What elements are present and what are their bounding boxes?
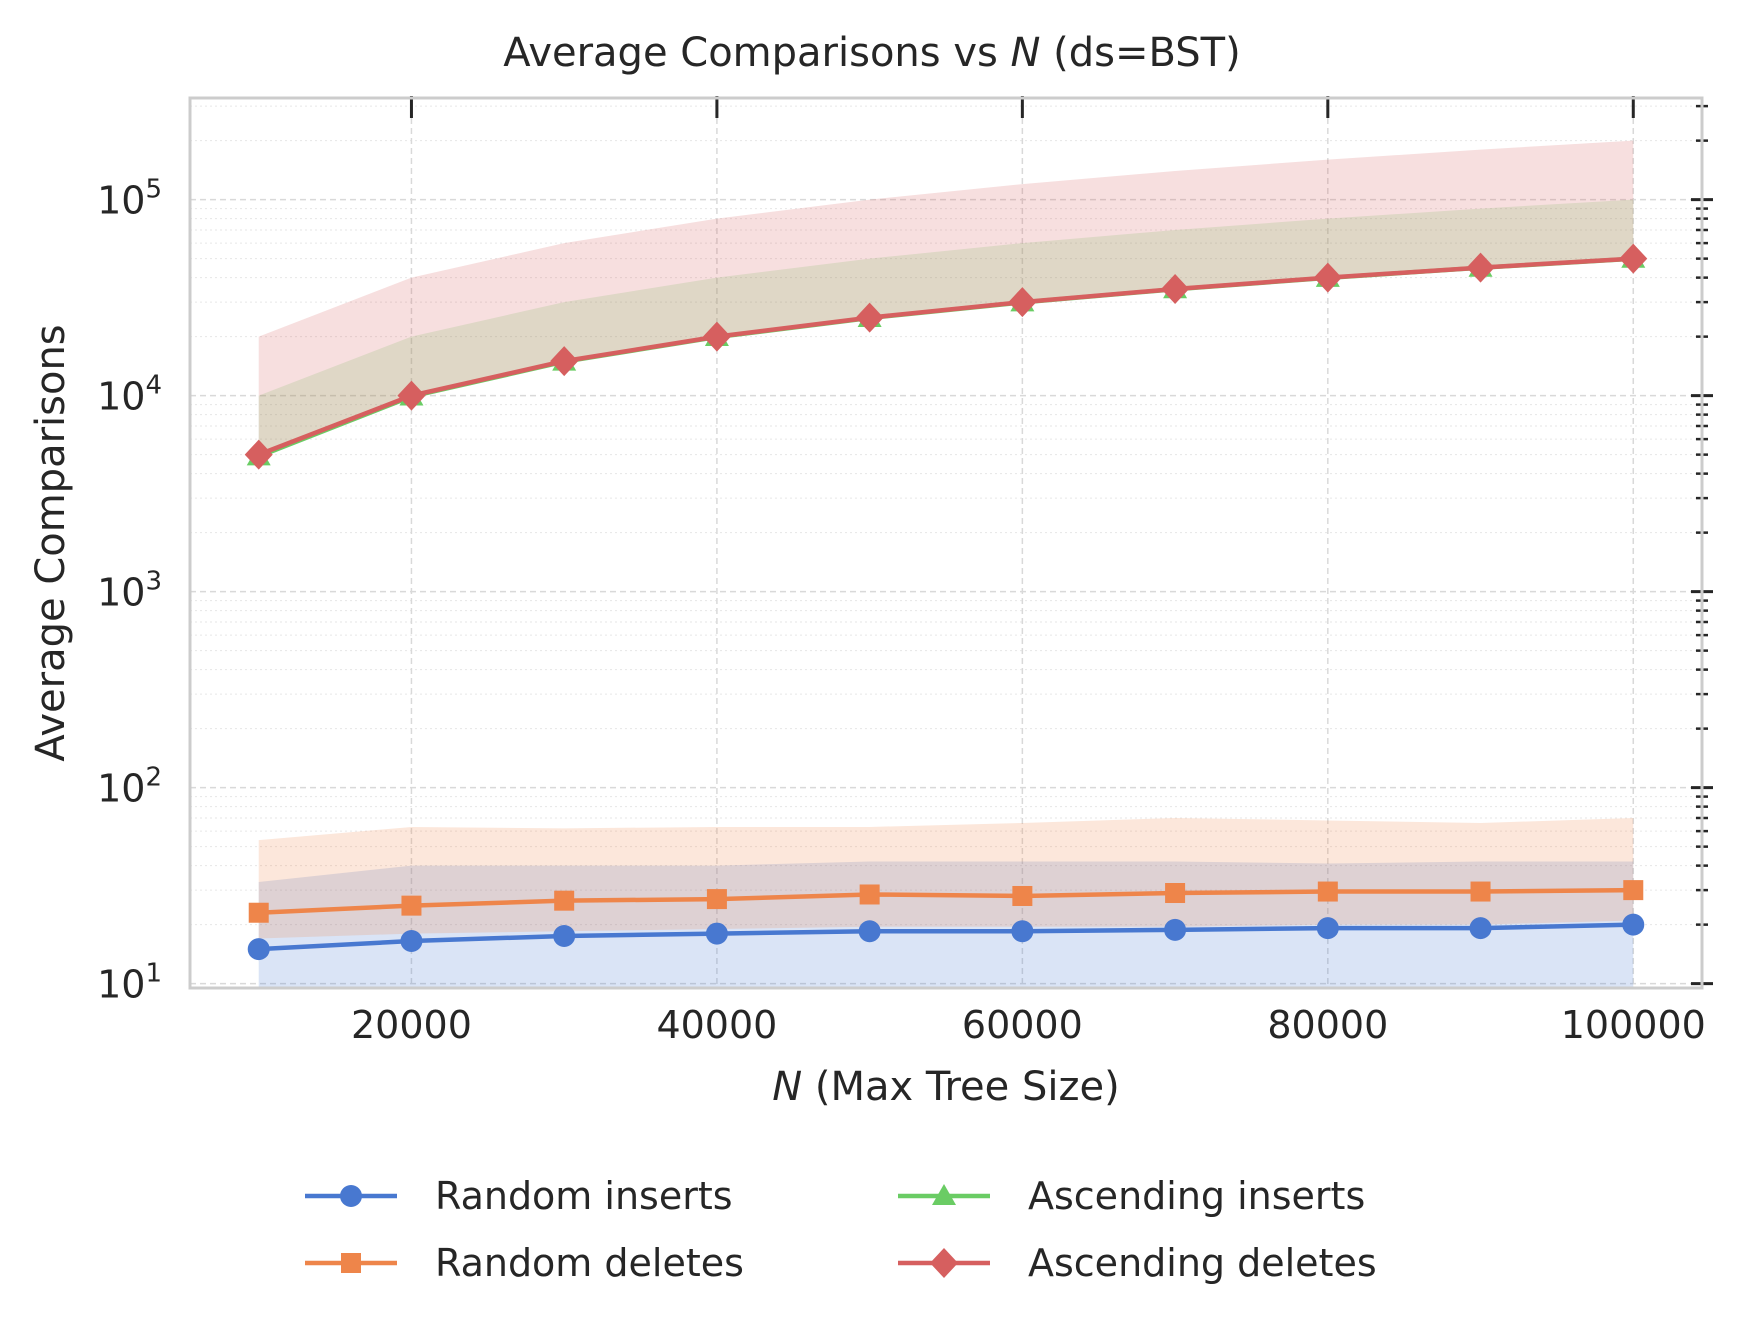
point-random-deletes (1165, 883, 1186, 904)
legend-label-random-inserts: Random inserts (435, 1174, 733, 1218)
plot-area (188, 96, 1713, 990)
series-markers (244, 243, 1648, 961)
line-ascending-deletes (257, 256, 1634, 457)
band-random-deletes (258, 817, 1634, 939)
plot-frame (188, 96, 1704, 990)
point-random-inserts (1011, 920, 1034, 943)
point-random-deletes (706, 889, 727, 910)
point-ascending-deletes (1161, 273, 1190, 304)
line-random-deletes (258, 887, 1634, 915)
x-tick-labels: 20000 40000 60000 80000 100000 (351, 1003, 1706, 1047)
point-random-deletes (1470, 881, 1491, 902)
x-axis-label: N (Max Tree Size) (772, 1064, 1119, 1110)
point-random-deletes (401, 895, 422, 916)
y-tick-label: 102 (97, 763, 162, 811)
point-random-inserts (553, 924, 576, 947)
chart-title: Average Comparisons vs N (ds=BST) (503, 30, 1240, 76)
point-random-deletes (1317, 881, 1338, 902)
legend-marker-ascending-deletes (930, 1248, 958, 1278)
y-tick-labels: 101 102 103 104 105 (97, 175, 162, 1007)
y-tick-label: 104 (97, 371, 162, 419)
y-tick-label: 103 (97, 567, 162, 615)
y-tick-label: 105 (97, 175, 162, 223)
point-random-inserts (1164, 918, 1187, 941)
point-random-deletes (1012, 885, 1033, 906)
line-random-inserts (258, 922, 1634, 952)
point-random-inserts (1622, 913, 1645, 936)
point-ascending-deletes (1313, 262, 1342, 293)
legend-item-random-deletes: Random deletes (305, 1241, 744, 1285)
grid (190, 98, 1702, 988)
legend-item-random-inserts: Random inserts (305, 1174, 733, 1218)
legend-label-random-deletes: Random deletes (435, 1241, 744, 1285)
point-ascending-deletes (550, 346, 579, 377)
point-ascending-deletes (244, 439, 273, 470)
legend-label-ascending-deletes: Ascending deletes (1028, 1241, 1377, 1285)
band-ascending-inserts (258, 199, 1634, 457)
plot-background (190, 98, 1702, 988)
legend-marker-ascending-inserts (932, 1184, 956, 1205)
x-tick-label: 20000 (351, 1003, 472, 1047)
point-ascending-deletes (855, 302, 884, 333)
legend-label-ascending-inserts: Ascending inserts (1028, 1174, 1365, 1218)
legend-marker-random-inserts (340, 1185, 362, 1207)
point-random-deletes (1623, 880, 1644, 901)
point-random-inserts (400, 930, 423, 953)
legend-item-ascending-deletes: Ascending deletes (898, 1241, 1377, 1285)
point-random-inserts (1469, 917, 1492, 940)
x-tick-label: 100000 (1561, 1003, 1706, 1047)
point-random-inserts (247, 938, 270, 961)
point-random-inserts (705, 922, 728, 945)
point-ascending-deletes (702, 321, 731, 352)
point-random-deletes (554, 890, 575, 911)
legend-marker-random-deletes (341, 1253, 361, 1273)
x-tick-label: 60000 (962, 1003, 1083, 1047)
point-random-deletes (859, 884, 880, 905)
point-random-deletes (248, 902, 269, 923)
legend-item-ascending-inserts: Ascending inserts (898, 1174, 1365, 1218)
x-tick-label: 80000 (1267, 1003, 1388, 1047)
x-tick-label: 40000 (656, 1003, 777, 1047)
y-axis-label: Average Comparisons (28, 324, 74, 761)
point-ascending-deletes (1619, 243, 1648, 274)
point-random-inserts (858, 920, 881, 943)
top-axis-ticks (409, 96, 1635, 118)
point-random-inserts (1316, 917, 1339, 940)
series-lines (257, 256, 1634, 952)
legend: Random inserts Random deletes Ascending in… (305, 1174, 1377, 1285)
point-ascending-deletes (1466, 252, 1495, 283)
y-tick-label: 101 (97, 959, 162, 1007)
point-ascending-deletes (397, 380, 426, 411)
band-ascending-deletes (258, 140, 1634, 455)
point-ascending-deletes (1008, 287, 1037, 318)
